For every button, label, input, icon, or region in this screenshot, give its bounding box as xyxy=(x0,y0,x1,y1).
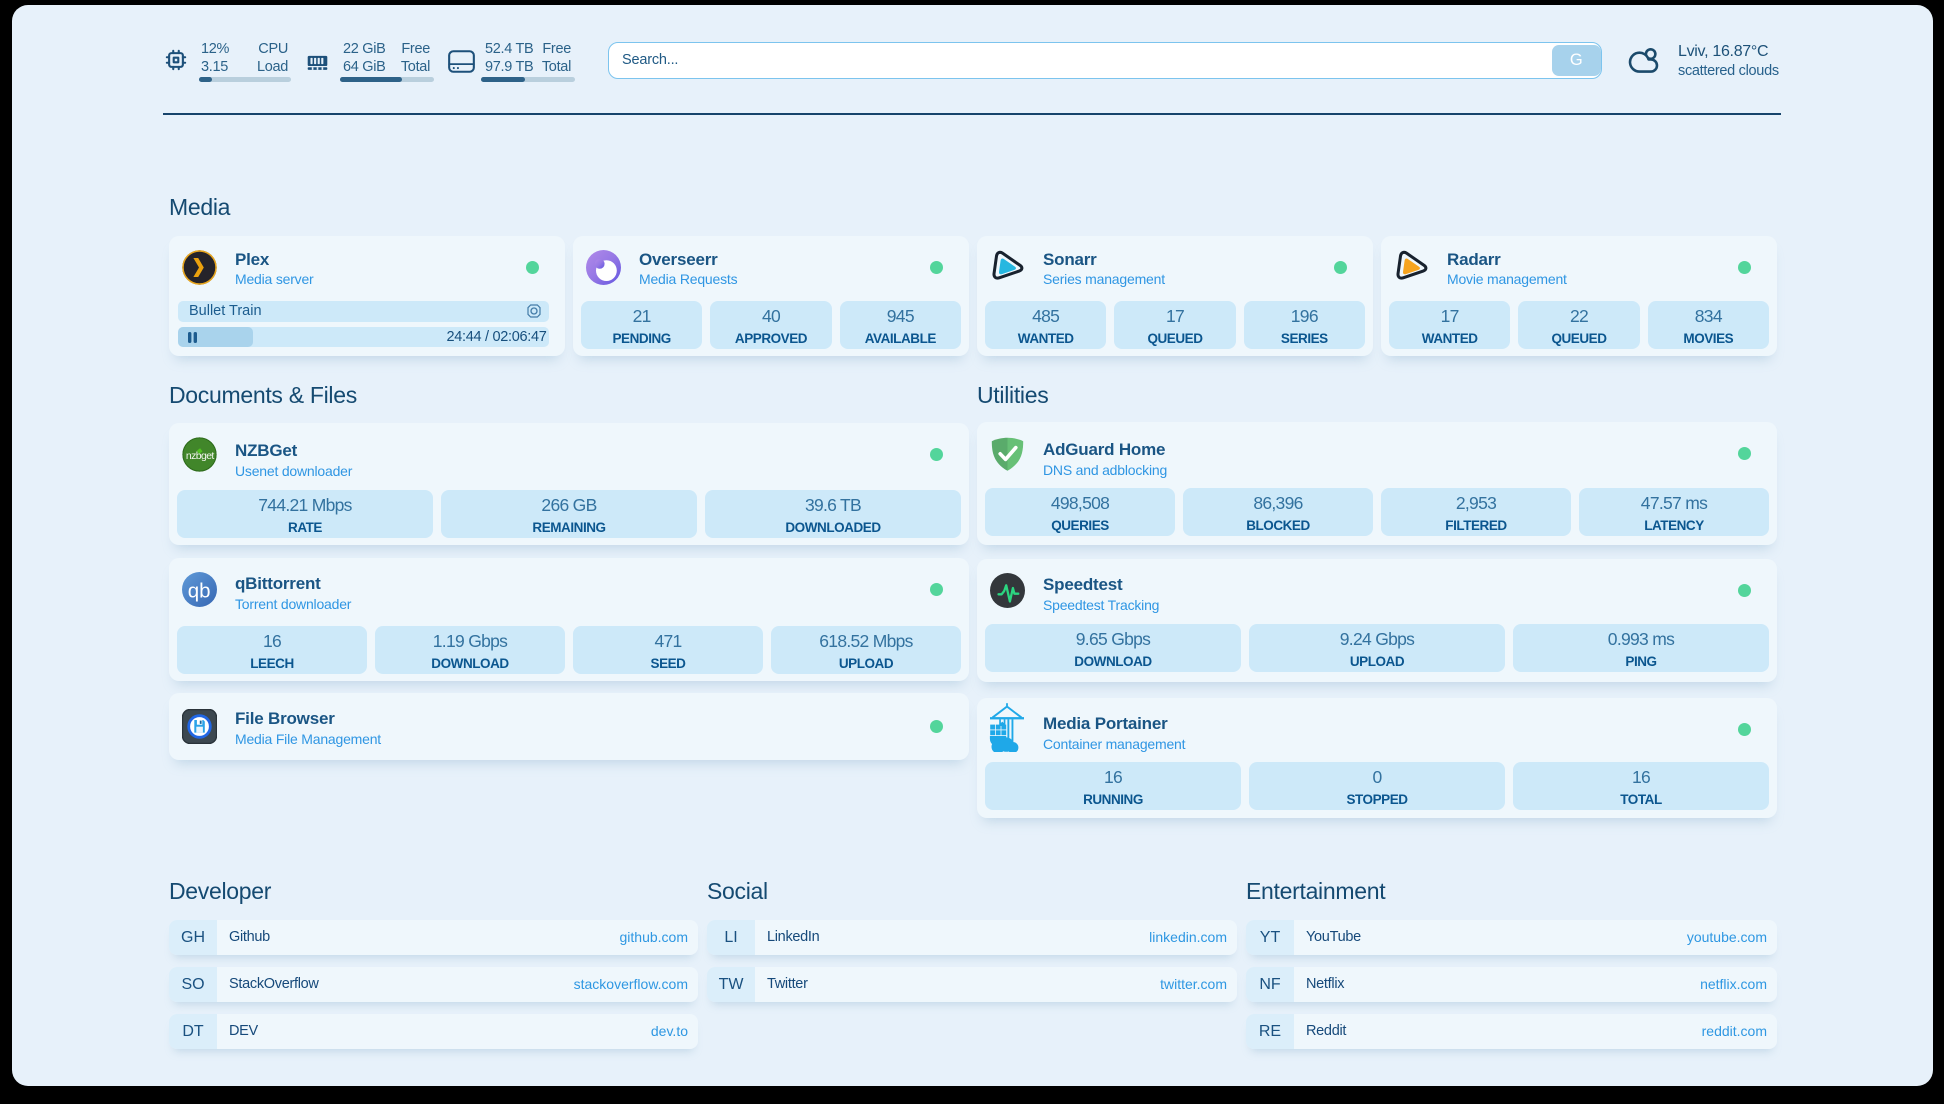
svg-text:nzbget: nzbget xyxy=(186,450,215,462)
svg-text:qb: qb xyxy=(188,580,211,603)
